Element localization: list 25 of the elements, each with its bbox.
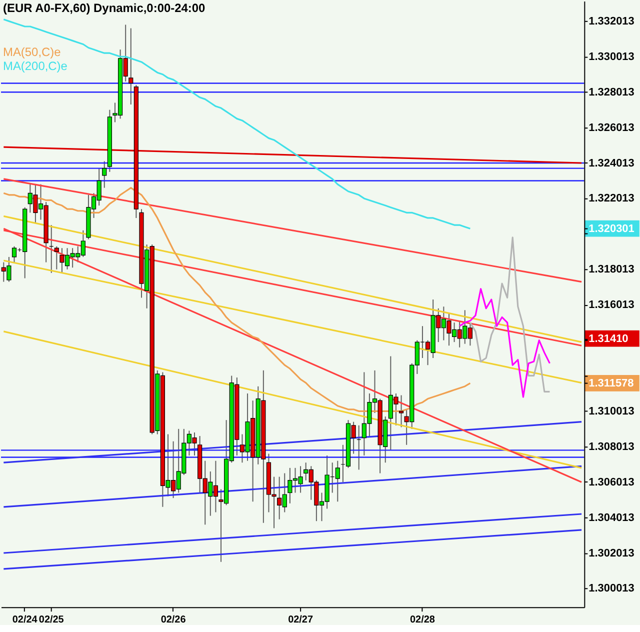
x-tick-label: 02/25 bbox=[38, 614, 64, 626]
y-tick-label: 1.310013 bbox=[588, 405, 634, 418]
y-tick-label: 1.332013 bbox=[588, 15, 634, 28]
y-tick-label: 1.322013 bbox=[588, 192, 634, 205]
y-tick-label: 1.330013 bbox=[588, 50, 634, 63]
y-tick-label: 1.311578 bbox=[588, 378, 634, 390]
y-tick-label: 1.324013 bbox=[588, 157, 634, 170]
y-tick-label: 1.306013 bbox=[588, 476, 634, 488]
x-tick-label: 02/24 bbox=[12, 614, 38, 626]
x-tick-label: 02/27 bbox=[288, 614, 314, 626]
y-tick-label: 1.31410 bbox=[588, 332, 628, 345]
x-tick-label: 02/28 bbox=[410, 614, 436, 626]
series-label: MA(200,C)e bbox=[2, 58, 68, 73]
y-tick-label: 1.326013 bbox=[588, 122, 634, 134]
y-tick-label: 1.328013 bbox=[588, 86, 634, 98]
y-tick-label: 1.308013 bbox=[588, 440, 634, 453]
y-tick-label: 1.302013 bbox=[588, 547, 634, 560]
y-tick-label: 1.300013 bbox=[588, 582, 634, 595]
y-tick-label: 1.304013 bbox=[588, 512, 634, 524]
text: MA(50,C)e bbox=[2, 44, 62, 59]
y-tick-label: 1.316013 bbox=[588, 299, 634, 312]
chart-title: (EUR A0-FX,60) Dynamic,0:00-24:00 bbox=[2, 0, 206, 15]
y-tick-label: 1.320301 bbox=[588, 223, 634, 236]
x-tick-label: 02/26 bbox=[160, 614, 186, 626]
y-tick-label: 1.318013 bbox=[588, 264, 634, 276]
